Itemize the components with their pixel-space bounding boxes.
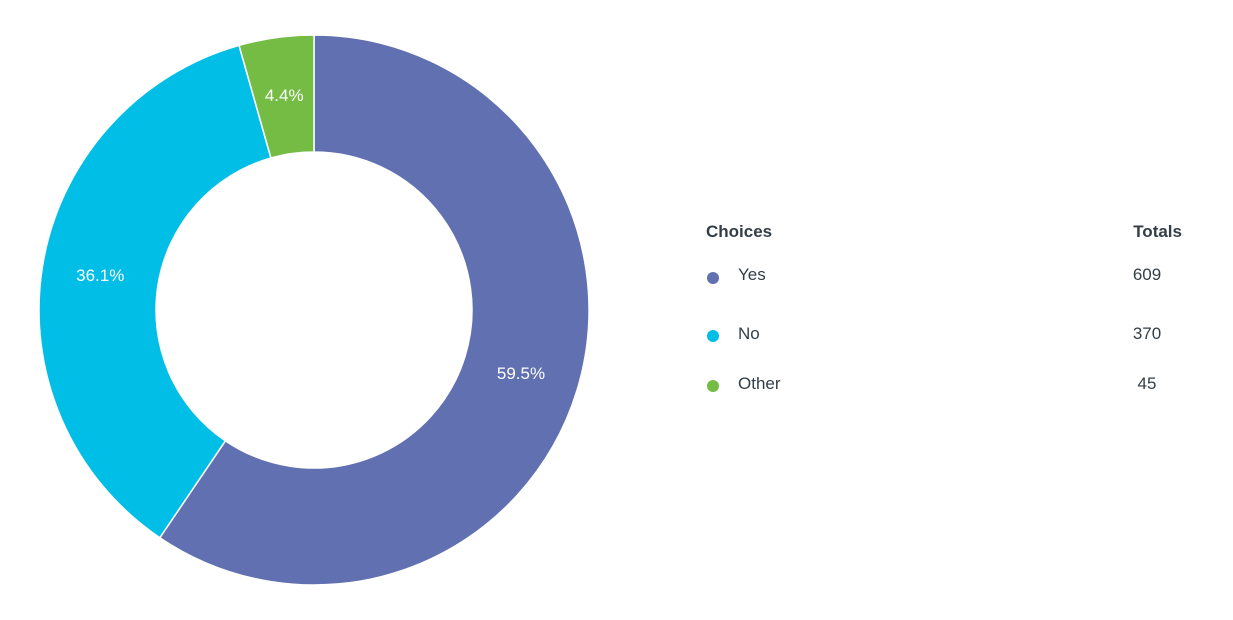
legend-total-yes: 609 <box>1132 265 1162 284</box>
slice-label-no: 36.1% <box>76 266 124 285</box>
slice-label-other: 4.4% <box>265 86 304 105</box>
legend: Choices Totals Yes 609 No 370 Other 45 <box>706 222 1182 411</box>
legend-item-other[interactable]: Other 45 <box>706 361 1182 411</box>
legend-header: Choices Totals <box>706 222 1182 250</box>
legend-dot-other <box>707 380 719 392</box>
legend-dot-no <box>707 330 719 342</box>
legend-total-other: 45 <box>1137 374 1157 393</box>
legend-item-no[interactable]: No 370 <box>706 311 1182 361</box>
slice-label-yes: 59.5% <box>497 364 545 383</box>
legend-label-yes: Yes <box>738 265 766 284</box>
legend-label-no: No <box>738 324 760 343</box>
slice-yes[interactable] <box>158 34 590 586</box>
slice-other[interactable] <box>238 34 315 159</box>
legend-rows: Yes 609 No 370 Other 45 <box>706 250 1182 411</box>
slice-no[interactable] <box>38 44 272 539</box>
choices-header: Choices <box>706 222 773 241</box>
legend-item-yes[interactable]: Yes 609 <box>706 261 1182 311</box>
donut-chart: 59.5% 36.1% 4.4% <box>38 34 590 586</box>
totals-header: Totals <box>1133 222 1182 241</box>
legend-label-other: Other <box>738 374 781 393</box>
legend-dot-yes <box>707 272 719 284</box>
legend-total-no: 370 <box>1132 324 1162 343</box>
